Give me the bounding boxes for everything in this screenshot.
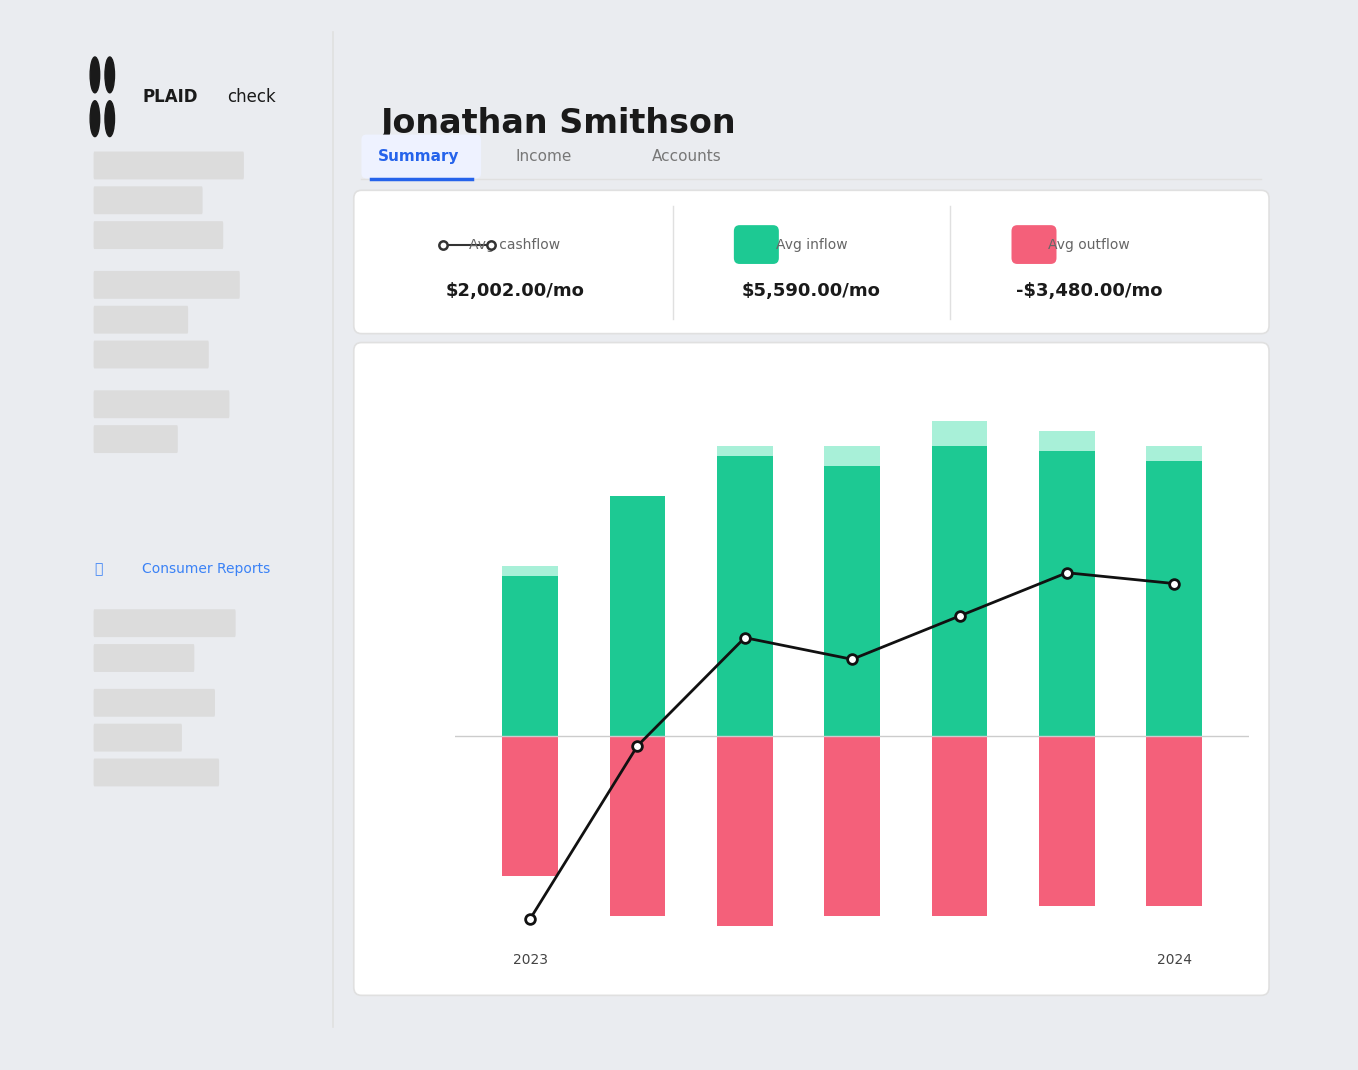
Bar bbox=[1146, 461, 1202, 736]
Bar bbox=[717, 456, 773, 736]
Bar bbox=[610, 736, 665, 916]
Text: 📂: 📂 bbox=[94, 563, 103, 577]
FancyBboxPatch shape bbox=[94, 152, 244, 180]
Bar bbox=[1146, 445, 1202, 461]
Text: 2023: 2023 bbox=[512, 952, 547, 966]
FancyBboxPatch shape bbox=[733, 225, 779, 264]
Bar bbox=[824, 736, 880, 916]
Bar bbox=[502, 566, 558, 576]
Text: Outflows: Outflows bbox=[376, 841, 437, 855]
Bar bbox=[1039, 450, 1095, 736]
FancyBboxPatch shape bbox=[94, 425, 178, 453]
FancyBboxPatch shape bbox=[354, 342, 1268, 995]
Text: Avg outflow: Avg outflow bbox=[1048, 238, 1130, 253]
FancyBboxPatch shape bbox=[94, 609, 236, 637]
Text: -$3,480.00/mo: -$3,480.00/mo bbox=[1016, 281, 1162, 300]
Bar bbox=[932, 445, 987, 736]
Text: $5,590.00/mo: $5,590.00/mo bbox=[741, 281, 881, 300]
FancyBboxPatch shape bbox=[1012, 225, 1057, 264]
Text: check: check bbox=[227, 88, 276, 106]
Bar bbox=[1039, 430, 1095, 450]
Text: Accounts: Accounts bbox=[652, 149, 722, 164]
Text: Income: Income bbox=[515, 149, 572, 164]
FancyBboxPatch shape bbox=[94, 221, 223, 249]
FancyBboxPatch shape bbox=[94, 271, 240, 299]
Bar bbox=[610, 495, 665, 736]
FancyBboxPatch shape bbox=[94, 391, 230, 418]
Circle shape bbox=[105, 101, 114, 137]
FancyBboxPatch shape bbox=[94, 689, 215, 717]
Bar bbox=[1039, 736, 1095, 906]
Circle shape bbox=[90, 101, 99, 137]
Circle shape bbox=[90, 57, 99, 93]
FancyBboxPatch shape bbox=[94, 340, 209, 368]
Bar bbox=[824, 465, 880, 736]
Bar bbox=[824, 445, 880, 465]
Text: Cashflow: Cashflow bbox=[399, 372, 507, 393]
FancyBboxPatch shape bbox=[94, 723, 182, 751]
FancyBboxPatch shape bbox=[361, 135, 481, 179]
Circle shape bbox=[105, 57, 114, 93]
FancyBboxPatch shape bbox=[94, 644, 194, 672]
Text: 2024: 2024 bbox=[1157, 952, 1192, 966]
Text: Avg inflow: Avg inflow bbox=[775, 238, 847, 253]
Text: Jonathan Smithson: Jonathan Smithson bbox=[380, 107, 736, 140]
FancyBboxPatch shape bbox=[94, 759, 219, 786]
Text: Avg cashflow: Avg cashflow bbox=[469, 238, 561, 253]
Bar bbox=[717, 445, 773, 456]
Bar bbox=[1146, 736, 1202, 906]
FancyBboxPatch shape bbox=[94, 306, 189, 334]
Text: $2,002.00/mo: $2,002.00/mo bbox=[445, 281, 584, 300]
Text: PLAID: PLAID bbox=[143, 88, 197, 106]
Bar bbox=[502, 736, 558, 876]
FancyBboxPatch shape bbox=[94, 186, 202, 214]
Bar bbox=[932, 421, 987, 445]
Bar bbox=[717, 736, 773, 927]
Bar bbox=[502, 576, 558, 736]
FancyBboxPatch shape bbox=[354, 190, 1268, 334]
Text: Consumer Reports: Consumer Reports bbox=[143, 563, 270, 577]
Bar bbox=[932, 736, 987, 916]
Text: Inflows: Inflows bbox=[386, 458, 435, 472]
Text: Summary: Summary bbox=[378, 149, 459, 164]
